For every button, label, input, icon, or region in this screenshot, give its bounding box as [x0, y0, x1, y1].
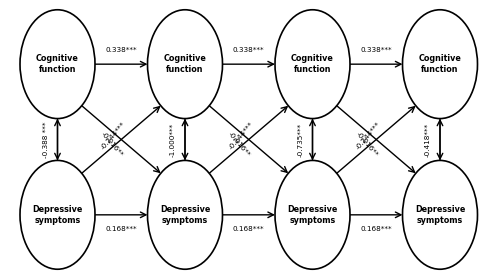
- Text: -0.016**: -0.016**: [354, 130, 379, 158]
- Text: -0.244***: -0.244***: [100, 121, 127, 151]
- Text: -0.388 ***: -0.388 ***: [42, 121, 48, 158]
- Ellipse shape: [275, 10, 350, 119]
- Text: 0.338***: 0.338***: [233, 47, 264, 53]
- Ellipse shape: [20, 10, 95, 119]
- Ellipse shape: [402, 160, 477, 269]
- Text: Depressive
symptoms: Depressive symptoms: [415, 205, 465, 225]
- Text: -1.000***: -1.000***: [170, 122, 176, 157]
- Text: -0.244***: -0.244***: [356, 121, 382, 151]
- Ellipse shape: [275, 160, 350, 269]
- Ellipse shape: [20, 160, 95, 269]
- Ellipse shape: [148, 10, 222, 119]
- Text: 0.338***: 0.338***: [360, 47, 392, 53]
- Text: -0.016**: -0.016**: [100, 130, 124, 158]
- Text: 0.338***: 0.338***: [106, 47, 137, 53]
- Text: Cognitive
function: Cognitive function: [418, 54, 462, 74]
- Text: Cognitive
function: Cognitive function: [291, 54, 334, 74]
- Text: Depressive
symptoms: Depressive symptoms: [288, 205, 338, 225]
- Ellipse shape: [402, 10, 477, 119]
- Text: -0.418***: -0.418***: [425, 122, 431, 157]
- Text: -0.016**: -0.016**: [227, 130, 252, 158]
- Text: Depressive
symptoms: Depressive symptoms: [32, 205, 82, 225]
- Text: Cognitive
function: Cognitive function: [36, 54, 79, 74]
- Text: 0.168***: 0.168***: [360, 226, 392, 232]
- Text: 0.168***: 0.168***: [233, 226, 264, 232]
- Text: 0.168***: 0.168***: [106, 226, 137, 232]
- Text: Cognitive
function: Cognitive function: [164, 54, 206, 74]
- Text: -0.244***: -0.244***: [228, 121, 254, 151]
- Ellipse shape: [148, 160, 222, 269]
- Text: Depressive
symptoms: Depressive symptoms: [160, 205, 210, 225]
- Text: -0.735***: -0.735***: [298, 122, 304, 157]
